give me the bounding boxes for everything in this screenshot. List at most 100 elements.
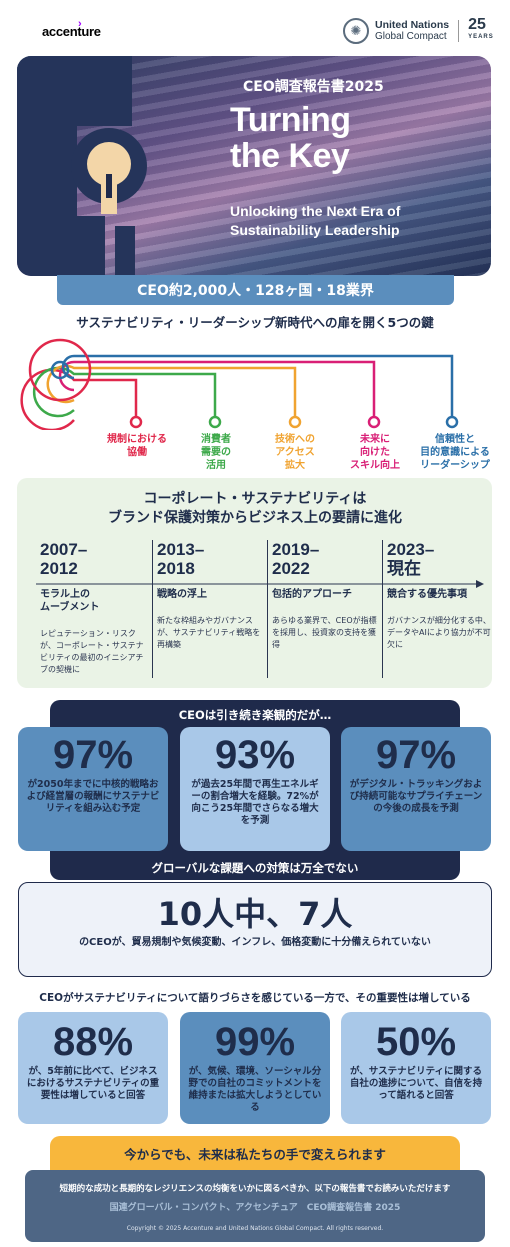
report-subtitle: CEO調査報告書2025 <box>243 79 384 95</box>
un-globe-icon: ✺ <box>343 18 369 44</box>
un-logo-text: United Nations Global Compact <box>375 19 450 43</box>
period-description: 新たな枠組みやガバナンスが、サステナビリティ戦略を再構築 <box>157 616 261 649</box>
period-heading: 戦略の浮上 <box>157 589 207 600</box>
period-year: 2023– 現在 <box>387 540 495 578</box>
key-label-4: 未来に 向けた スキル向上 <box>330 433 420 472</box>
key-label-line: 技術への <box>275 434 315 445</box>
call-to-action-banner: 今からでも、未来は私たちの手で変えられます <box>50 1136 460 1170</box>
stat-value: 88% <box>52 1020 134 1064</box>
key-label-line: スキル向上 <box>350 460 400 471</box>
stat-card-3: 97% がデジタル・トラッキングおよび持続可能なサプライチェーンの今後の成長を予測 <box>341 727 491 851</box>
key-node-leadership <box>445 415 459 429</box>
title-line-2: the Key <box>230 137 350 175</box>
key-label-3: 技術への アクセス 拡大 <box>250 433 340 472</box>
five-keys-diagram <box>20 338 459 430</box>
key-node-skills <box>367 415 381 429</box>
accenture-logo: accenture <box>42 24 101 39</box>
un-line2: Global Compact <box>375 31 447 42</box>
preparedness-text: のCEOが、貿易規制や気候変動、インフレ、価格変動に十分備えられていない <box>79 937 431 948</box>
key-label-line: リーダーシップ <box>420 460 490 471</box>
key-label-2: 消費者 需要の 活用 <box>171 433 261 472</box>
evolution-title-line-2: ブランド保護対策からビジネス上の要請に進化 <box>108 510 402 526</box>
stat-value: 50% <box>375 1020 457 1064</box>
tagline-line-1: Unlocking the Next Era of <box>230 203 401 219</box>
anniversary-word: YEARS <box>468 34 494 40</box>
survey-scope-bar: CEO約2,000人・128ヶ国・18業界 <box>57 275 454 305</box>
evolution-title-line-1: コーポレート・サステナビリティは <box>143 491 367 507</box>
period-year-start: 2023– <box>387 540 435 559</box>
period-description: ガバナンスが細分化する中、データやAIにより協力が不可欠に <box>387 616 491 649</box>
period-year-start: 2019– <box>272 540 320 559</box>
importance-title: CEOがサステナビリティについて語りづらさを感じている一方で、その重要性は増して… <box>39 992 471 1004</box>
un-global-compact-logo: ✺ United Nations Global Compact 25 YEARS <box>343 17 494 44</box>
hero-banner: CEO調査報告書2025 Turning the Key Unlocking t… <box>17 56 491 276</box>
key-label-line: 目的意識による <box>420 447 490 458</box>
stat-text: が、サステナビリティに関する自社の進捗について、自信を持って語れると回答 <box>349 1066 483 1101</box>
period-description: あらゆる業界で、CEOが指標を採用し、投資家の支持を獲得 <box>272 616 377 649</box>
stat-value: 99% <box>214 1020 296 1064</box>
footer-report-link[interactable]: 国連グローバル・コンパクト、アクセンチュア CEO調査報告書 2025 <box>109 1203 401 1213</box>
key-label-line: 信頼性と <box>435 434 475 445</box>
report-tagline: Unlocking the Next Era of Sustainability… <box>230 202 400 240</box>
evolution-period-4: 2023– 現在 競合する優先事項 ガバナンスが細分化する中、データやAIにより協力が… <box>387 540 495 651</box>
stat-text: が、気候、環境、ソーシャル分野での自社のコミットメントを維持または拡大しようとし… <box>188 1066 322 1113</box>
accenture-chevron-icon: › <box>78 18 82 30</box>
period-divider <box>152 540 153 678</box>
key-label-line: 向けた <box>360 447 390 458</box>
key-label-line: 消費者 <box>201 434 231 445</box>
period-divider <box>267 540 268 678</box>
evolution-period-3: 2019– 2022 包括的アプローチあらゆる業界で、CEOが指標を採用し、投資家の… <box>272 540 380 651</box>
key-node-consumer <box>208 415 222 429</box>
stat-card-1: 88% が、5年前に比べて、ビジネスにおけるサステナビリティの重要性は増していると… <box>18 1012 168 1124</box>
key-label-line: アクセス <box>275 447 315 458</box>
challenge-title: グローバルな課題への対策は万全でない <box>151 861 359 875</box>
stat-value: 97% <box>375 733 457 777</box>
title-line-1: Turning <box>230 101 351 139</box>
key-label-line: 協働 <box>127 447 147 458</box>
tagline-line-2: Sustainability Leadership <box>230 222 400 238</box>
period-year-end: 2018 <box>157 559 195 578</box>
key-label-line: 規制における <box>107 434 167 445</box>
evolution-period-1: 2007– 2012 モラル上の ムーブメント レピュテーション・リスクが、コーポレー… <box>40 540 148 676</box>
key-node-technology <box>288 415 302 429</box>
stat-value: 93% <box>214 733 296 777</box>
timeline-arrow <box>36 580 484 588</box>
stat-card-2: 99% が、気候、環境、ソーシャル分野での自社のコミットメントを維持または拡大しよ… <box>180 1012 330 1124</box>
period-year: 2013– 2018 <box>157 540 265 578</box>
period-heading: 包括的アプローチ <box>272 589 352 600</box>
key-label-1: 規制における 協働 <box>92 433 182 459</box>
footer-invitation: 短期的な成功と長期的なレジリエンスの均衡をいかに図るべきか、以下の報告書でお読み… <box>59 1184 451 1194</box>
evolution-panel <box>17 478 492 688</box>
stat-text: が過去25年間で再生エネルギーの割合増大を経験。72%が向こう25年間でさらなる… <box>191 779 319 826</box>
key-line-skills <box>58 360 376 422</box>
period-year-end: 2022 <box>272 559 310 578</box>
stat-text: が2050年までに中核的戦略および経営層の報酬にサステナビリティを組み込む予定 <box>26 779 160 814</box>
preparedness-value: 10人中、7人 <box>157 895 353 933</box>
stat-value: 97% <box>52 733 134 777</box>
key-label-5: 信頼性と目的意識による リーダーシップ <box>410 433 500 472</box>
period-year-end: 現在 <box>387 559 421 578</box>
key-line-consumer <box>32 366 217 422</box>
un-line1: United Nations <box>375 19 450 31</box>
key-line-leadership <box>61 354 454 422</box>
key-label-line: 需要の <box>201 447 231 458</box>
evolution-period-2: 2013– 2018 戦略の浮上新たな枠組みやガバナンスが、サステナビリティ戦略を再… <box>157 540 265 651</box>
five-keys-title: サステナビリティ・リーダーシップ新時代への扉を開く5つの鍵 <box>76 315 434 330</box>
key-node-regulation <box>129 415 143 429</box>
stat-text: が、5年前に比べて、ビジネスにおけるサステナビリティの重要性は増していると回答 <box>26 1066 160 1101</box>
key-line-technology <box>46 364 297 422</box>
period-year: 2019– 2022 <box>272 540 380 578</box>
footer-copyright: Copyright © 2025 Accenture and United Na… <box>126 1225 384 1232</box>
period-description: レピュテーション・リスクが、コーポレート・サステナビリティの最初のイニシアチブの… <box>40 629 144 674</box>
period-divider <box>382 540 383 678</box>
stat-text: がデジタル・トラッキングおよび持続可能なサプライチェーンの今後の成長を予測 <box>349 779 483 814</box>
anniversary-badge: 25 YEARS <box>468 17 494 44</box>
period-year: 2007– 2012 <box>40 540 148 578</box>
period-year-end: 2012 <box>40 559 78 578</box>
stat-card-2: 93% が過去25年間で再生エネルギーの割合増大を経験。72%が向こう25年間でさ… <box>180 727 330 851</box>
stat-card-1: 97% が2050年までに中核的戦略および経営層の報酬にサステナビリティを組み込む… <box>18 727 168 851</box>
stat-card-3: 50% が、サステナビリティに関する自社の進捗について、自信を持って語れると回答 <box>341 1012 491 1124</box>
preparedness-callout: 10人中、7人 のCEOが、貿易規制や気候変動、インフレ、価格変動に十分備えられ… <box>18 882 492 977</box>
footer-panel[interactable]: 短期的な成功と長期的なレジリエンスの均衡をいかに図るべきか、以下の報告書でお読み… <box>25 1170 485 1242</box>
logo-divider <box>458 20 460 42</box>
